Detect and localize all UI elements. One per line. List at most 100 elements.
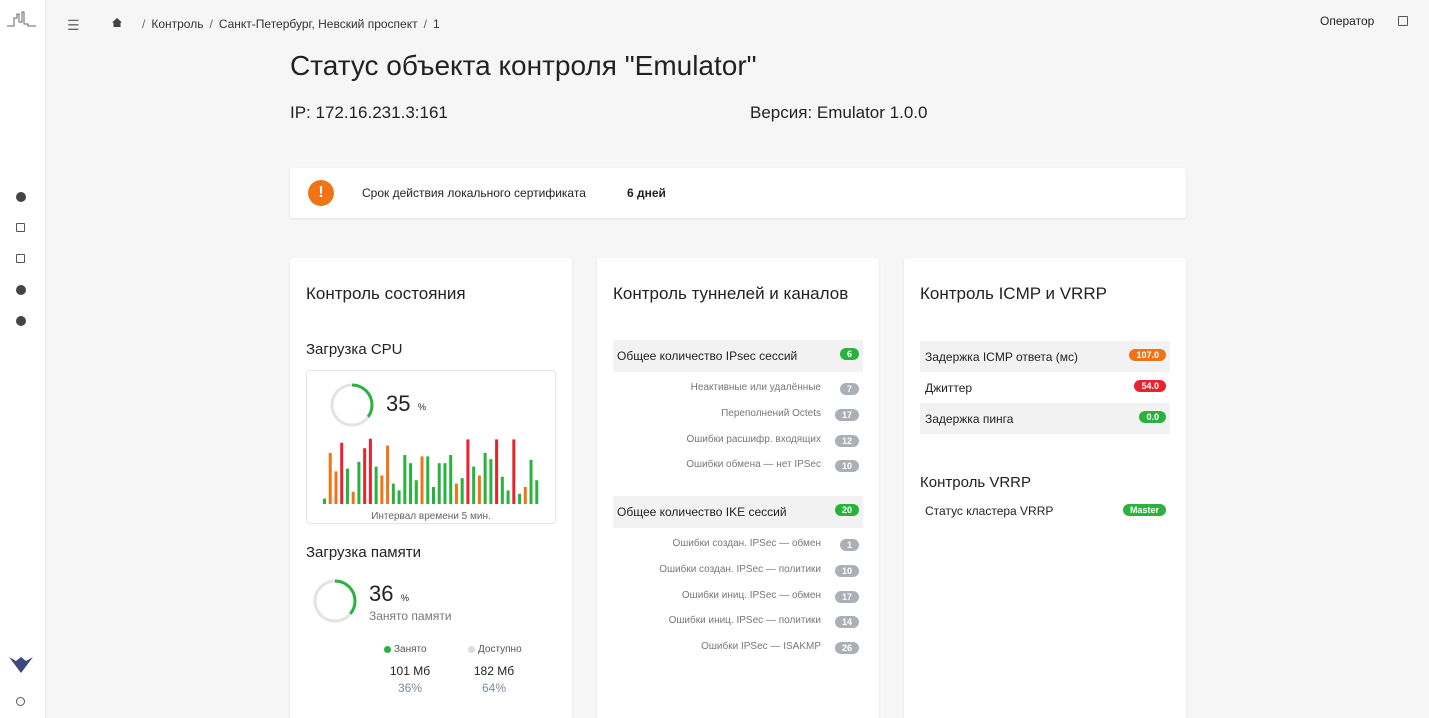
cpu-bar [535,480,539,504]
legend-dot [384,646,391,653]
breadcrumb: / Контроль / Санкт-Петербург, Невский просп… [142,17,446,31]
cpu-unit: % [418,402,427,412]
logo[interactable] [6,10,38,30]
cpu-bar [363,448,367,504]
cpu-history-chart [323,438,539,504]
donut-arc [330,383,374,427]
alert-icon: ! [308,180,334,206]
row-label: Джиттер [925,381,973,395]
cpu-bar [426,456,430,504]
settings-icon[interactable] [16,285,26,295]
badge: 54.0 [1134,380,1166,392]
card-title: Контроль туннелей и каналов [613,284,849,303]
badge: Master [1122,504,1166,516]
row-bg [920,403,1170,434]
item-label: Ошибки расшифр. входящих [686,433,821,445]
legend-amount: 182 Мб [473,664,515,678]
badge: 12 [834,434,859,447]
alert-value: 6 дней [627,186,666,200]
badge: 6 [839,348,859,360]
cpu-value: 35 [386,391,411,416]
cpu-bar [518,493,522,504]
group-row-bg [613,496,863,528]
cpu-bar [403,455,407,504]
legend-share: 36% [397,681,423,695]
logout-icon[interactable] [1398,16,1408,26]
user-name[interactable]: Оператор [1320,14,1375,28]
chart-caption: Интервал времени 5 мин. [371,511,491,522]
badge: 17 [834,408,859,421]
cpu-bar [386,445,390,504]
donut-arc [313,579,357,623]
objects-icon[interactable] [16,254,25,263]
badge: 7 [839,383,859,395]
cpu-bar [340,442,344,504]
cpu-bar [500,476,504,504]
cpu-bar [380,475,384,504]
legend-dot [468,646,475,653]
version: Версия: Emulator 1.0.0 [750,103,928,122]
badge: 107.0 [1129,349,1166,361]
help-icon[interactable] [16,697,25,706]
breadcrumb-separator: / [423,17,427,31]
tunnels-card: Контроль туннелей и каналов Общее количес… [597,258,879,718]
health-card: Контроль состояния Загрузка CPU 35% Интерва… [290,258,572,718]
section-title: Контроль VRRP [920,474,1031,491]
badge: 10 [834,460,859,473]
page-title: Статус объекта контроля "Emulator" [290,50,757,81]
home-icon[interactable] [112,18,122,27]
cpu-bar [529,459,533,504]
cpu-bar [409,463,413,504]
info-icon[interactable] [16,316,26,326]
item-label: Переполнений Octets [721,407,821,419]
row-label: Задержка ICMP ответа (мс) [925,350,1078,364]
cpu-bar [414,480,418,504]
legend-share: 64% [481,681,507,695]
memory-value: 36 [369,581,394,606]
section-title: Загрузка памяти [306,544,421,561]
breadcrumb-item[interactable]: 1 [432,17,440,31]
badge: 0.0 [1139,411,1166,423]
row-label: Задержка пинга [925,412,1014,426]
section-title: Загрузка CPU [306,341,403,358]
cpu-bar [454,483,458,504]
cpu-bar [523,487,527,504]
cpu-box: 35% Интервал времени 5 мин. [306,370,556,524]
badge: 10 [834,564,859,577]
item-label: Ошибки обмена — нет IPSec [686,459,821,471]
card-title: Контроль ICMP и VRRP [920,284,1107,303]
alert-card: ! Срок действия локального сертификата 6… [290,168,1186,218]
cpu-bar [506,490,510,504]
group-row-bg [613,340,863,372]
legend-amount: 101 Мб [389,664,431,678]
dashboard-icon[interactable] [16,192,26,202]
cpu-bar [374,466,378,504]
row-label: Статус кластера VRRP [925,504,1054,518]
alert-label: Срок действия локального сертификата [362,186,586,200]
badge: 17 [834,590,859,603]
badge: 20 [834,504,859,516]
cpu-bar [449,455,453,504]
cpu-bar [323,498,326,504]
menu-toggle[interactable]: ☰ [67,17,80,33]
item-label: Ошибки IPSec — ISAKMP [701,641,821,653]
item-label: Ошибки иниц. IPSec — обмен [681,589,821,601]
legend-name: Занято [394,644,427,655]
monitor-icon[interactable] [16,223,25,232]
cpu-bar [334,471,338,504]
breadcrumb-separator: / [209,17,213,31]
ip-address: IP: 172.16.231.3:161 [290,103,448,122]
breadcrumb-item[interactable]: Санкт-Петербург, Невский проспект [218,17,418,31]
memory-unit: % [401,593,410,603]
cpu-bar [437,463,441,504]
cpu-bar [345,468,349,504]
badge: 26 [834,642,859,655]
memory-subtitle: Занято памяти [369,609,452,623]
donut [330,383,374,427]
cpu-bar [328,453,332,504]
badge: 14 [834,616,859,629]
card-title: Контроль состояния [306,284,466,303]
cpu-bar [443,463,447,504]
breadcrumb-item[interactable]: Контроль [151,17,204,31]
